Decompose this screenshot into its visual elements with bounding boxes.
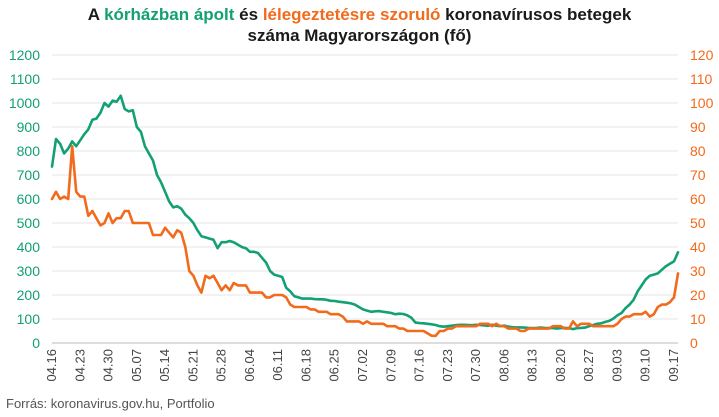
y-right-tick-label: 110	[690, 71, 713, 87]
y-right-tick-label: 50	[690, 215, 706, 231]
title-hospitalized: kórházban ápolt	[104, 5, 235, 24]
x-tick-label: 06.04	[242, 349, 257, 382]
x-tick-label: 08.13	[525, 349, 540, 382]
y-left-tick-label: 100	[17, 311, 41, 327]
y-right-tick-label: 120	[690, 47, 714, 63]
x-tick-label: 06.18	[298, 349, 313, 382]
x-tick-label: 05.28	[214, 349, 229, 382]
x-tick-label: 04.23	[72, 349, 87, 382]
y-left-tick-label: 600	[17, 191, 41, 207]
x-tick-label: 05.14	[157, 349, 172, 382]
chart-title: A kórházban ápolt és lélegeztetésre szor…	[0, 4, 719, 46]
x-tick-label: 06.11	[270, 349, 285, 381]
y-right-tick-label: 90	[690, 119, 706, 135]
x-tick-label: 07.16	[412, 349, 427, 382]
x-tick-label: 09.10	[638, 349, 653, 382]
title-middle: és	[234, 5, 263, 24]
x-tick-label: 06.25	[327, 349, 342, 382]
y-right-tick-label: 60	[690, 191, 706, 207]
x-tick-label: 08.06	[496, 349, 511, 382]
title-ventilated: lélegeztetésre szoruló	[262, 5, 441, 24]
y-left-tick-label: 900	[17, 119, 41, 135]
x-tick-label: 05.07	[129, 349, 144, 382]
y-left-tick-label: 1000	[9, 95, 40, 111]
y-right-tick-label: 0	[690, 335, 698, 351]
y-left-tick-label: 200	[17, 287, 41, 303]
y-left-tick-label: 1100	[10, 71, 40, 87]
series-line-ventilated	[50, 144, 680, 338]
x-tick-label: 09.03	[609, 349, 624, 382]
x-tick-label: 08.20	[553, 349, 568, 382]
title-suffix: koronavírusos betegek	[440, 5, 632, 24]
title-prefix: A	[87, 5, 105, 24]
x-tick-label: 07.23	[440, 349, 455, 382]
y-left-tick-label: 400	[17, 239, 41, 255]
y-right-tick-label: 40	[690, 239, 706, 255]
x-tick-label: 07.02	[355, 349, 370, 382]
y-right-tick-label: 70	[690, 167, 706, 183]
y-left-tick-label: 0	[32, 335, 40, 351]
x-tick-label: 08.27	[581, 349, 596, 382]
series-line-hospitalized	[50, 94, 680, 331]
y-right-tick-label: 20	[690, 287, 706, 303]
title-line-2: száma Magyarországon (fő)	[247, 26, 472, 45]
x-tick-label: 07.09	[383, 349, 398, 382]
x-tick-label: 09.17	[666, 349, 681, 382]
x-tick-label: 04.30	[101, 349, 116, 382]
x-tick-label: 07.30	[468, 349, 483, 382]
y-left-tick-label: 300	[17, 263, 41, 279]
x-tick-label: 05.21	[185, 349, 200, 382]
y-right-tick-label: 80	[690, 143, 706, 159]
y-right-tick-label: 30	[690, 263, 706, 279]
x-tick-label: 04.16	[44, 349, 59, 382]
y-right-tick-label: 100	[690, 95, 714, 111]
y-right-tick-label: 10	[690, 311, 706, 327]
source-note: Forrás: koronavirus.gov.hu, Portfolio	[6, 396, 215, 411]
y-left-tick-label: 500	[17, 215, 41, 231]
y-left-tick-label: 1200	[9, 47, 40, 63]
y-left-tick-label: 800	[17, 143, 41, 159]
y-left-tick-label: 700	[17, 167, 41, 183]
